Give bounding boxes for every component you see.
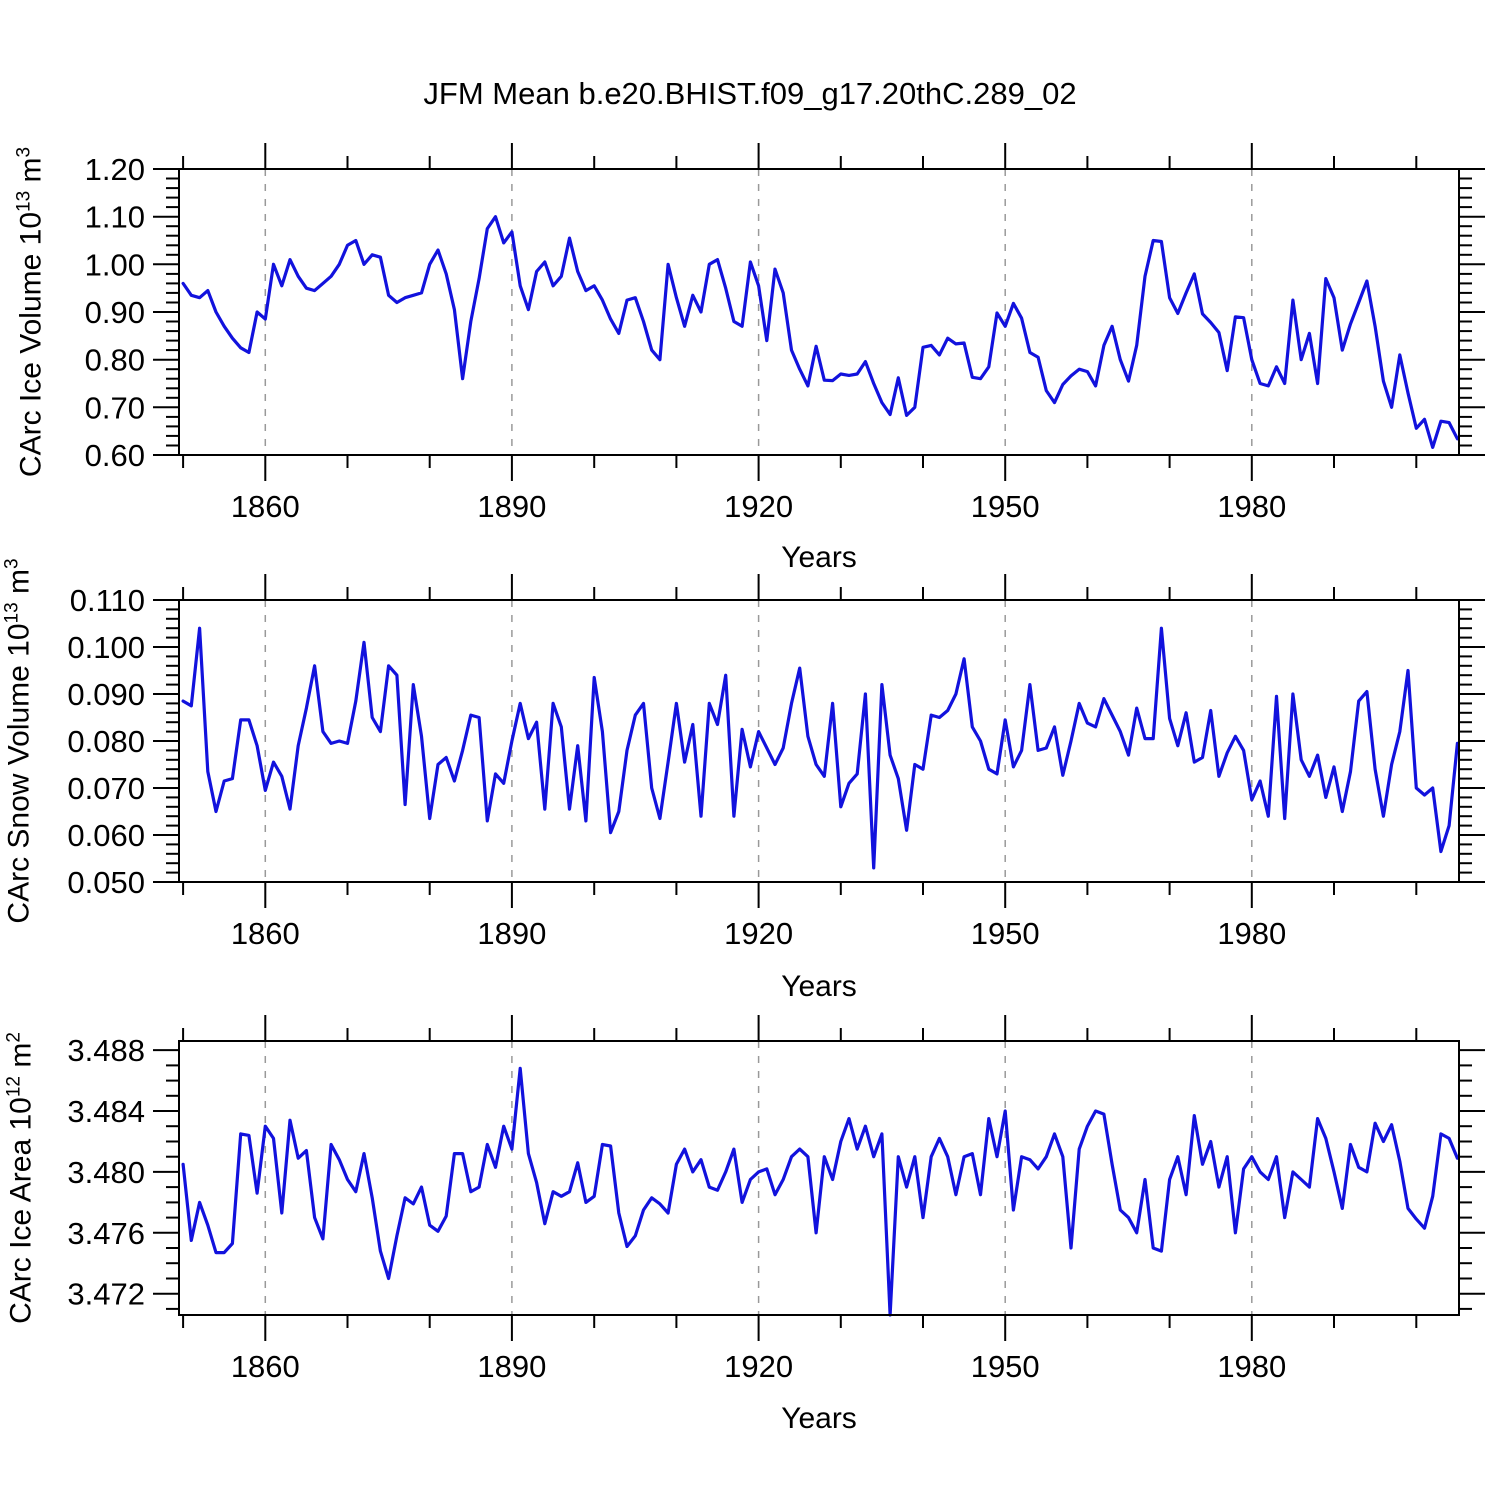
x-tick-label: 1980 [1217, 489, 1286, 524]
ylabel-exponent: 13 [13, 190, 35, 212]
panel-3-chart: 1860 1890 1920 1950 1980 3.472 3.476 3.480 3.484… [67, 1015, 1485, 1384]
x-tick-label: 1950 [971, 489, 1040, 524]
series-line [181, 626, 1460, 870]
y-tick-label: 0.80 [85, 343, 145, 378]
panel-2-x-axis-title: Years [781, 970, 857, 1003]
y-tick-label: 1.10 [85, 200, 145, 235]
y-tick-label: 0.100 [67, 630, 145, 665]
x-tick-label: 1890 [477, 1349, 546, 1384]
plot-frame [178, 1040, 1460, 1316]
panel-2-chart: 1860 1890 1920 1950 1980 0.050 0.060 0.070 0.080… [67, 574, 1485, 951]
y-tick-label: 3.488 [67, 1033, 145, 1068]
y-tick-label: 3.484 [67, 1094, 145, 1129]
panel-1-x-axis-title: Years [781, 541, 857, 574]
x-tick-label: 1920 [724, 916, 793, 951]
panel-1-chart: 1860 1890 1920 1950 1980 0.60 0.70 0.80 0.90 1.00… [85, 143, 1485, 524]
series-line [181, 215, 1460, 449]
panel-3-x-axis-title: Years [781, 1402, 857, 1435]
x-tick-label: 1950 [971, 916, 1040, 951]
ylabel-unit-exponent: 2 [3, 1032, 25, 1043]
ylabel-base: CArc Snow Volume 10 [2, 623, 36, 924]
y-tick-label: 1.20 [85, 152, 145, 187]
x-tick-label: 1890 [477, 916, 546, 951]
x-tick-label: 1980 [1217, 1349, 1286, 1384]
x-tick-label: 1920 [724, 1349, 793, 1384]
ylabel-base: CArc Ice Volume 10 [14, 211, 48, 478]
series-line [181, 1066, 1460, 1317]
x-tick-label: 1860 [231, 489, 300, 524]
x-tick-label: 1980 [1217, 916, 1286, 951]
y-tick-label: 0.090 [67, 677, 145, 712]
y-tick-label: 1.00 [85, 247, 145, 282]
y-tick-label: 0.70 [85, 390, 145, 425]
panel-2-y-axis-title: CArc Snow Volume 1013 m3 [2, 558, 37, 923]
x-tick-label: 1950 [971, 1349, 1040, 1384]
y-tick-label: 0.080 [67, 724, 145, 759]
y-tick-label: 3.480 [67, 1155, 145, 1190]
y-tick-label: 0.90 [85, 295, 145, 330]
ylabel-unit: m [4, 1042, 38, 1076]
plot-frame [178, 599, 1460, 883]
ylabel-base: CArc Ice Area 10 [4, 1097, 38, 1324]
y-tick-label: 3.472 [67, 1277, 145, 1312]
x-tick-label: 1860 [231, 916, 300, 951]
y-tick-label: 0.070 [67, 771, 145, 806]
plot-frame [178, 168, 1460, 456]
x-tick-label: 1860 [231, 1349, 300, 1384]
y-tick-label: 0.110 [70, 583, 145, 618]
ylabel-exponent: 12 [3, 1075, 25, 1098]
plot-title: JFM Mean b.e20.BHIST.f09_g17.20thC.289_0… [423, 76, 1077, 111]
panel-3-y-axis-title: CArc Ice Area 1012 m2 [4, 1032, 39, 1324]
ylabel-unit-exponent: 3 [13, 146, 35, 158]
x-tick-label: 1890 [477, 489, 546, 524]
ylabel-unit: m [14, 157, 48, 191]
y-tick-label: 0.060 [67, 818, 145, 853]
y-tick-label: 0.60 [85, 438, 145, 473]
ylabel-exponent: 13 [1, 602, 23, 624]
ylabel-unit-exponent: 3 [1, 558, 23, 569]
ylabel-unit: m [2, 568, 36, 603]
y-tick-label: 3.476 [67, 1216, 145, 1251]
panel-1-y-axis-title: CArc Ice Volume 1013 m3 [14, 147, 49, 477]
x-tick-label: 1920 [724, 489, 793, 524]
y-tick-label: 0.050 [67, 865, 145, 900]
